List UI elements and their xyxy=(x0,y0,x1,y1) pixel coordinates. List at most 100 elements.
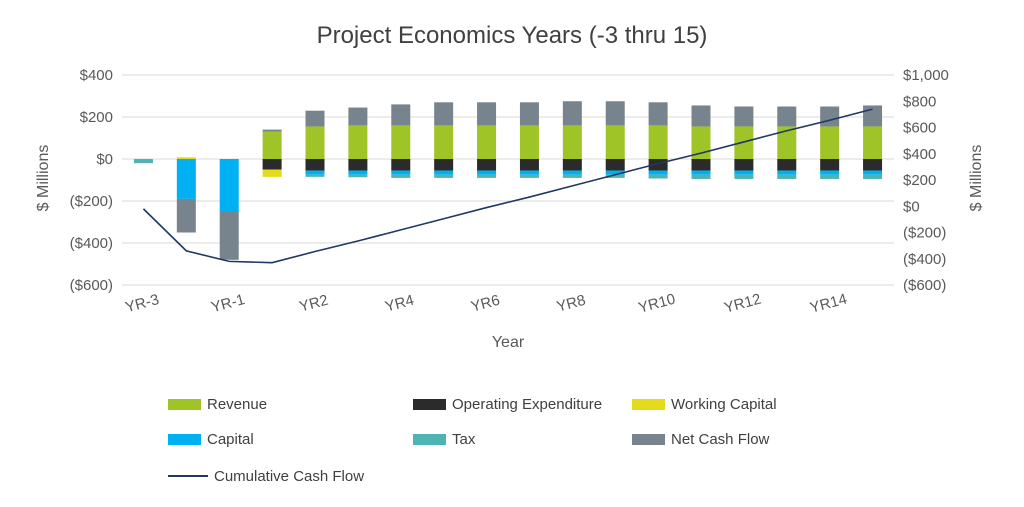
legend-label: Working Capital xyxy=(671,395,777,413)
cumulative-cash-flow-line xyxy=(142,108,873,264)
legend-item-capital: Capital xyxy=(168,430,254,448)
bar-segment-capital xyxy=(562,170,582,175)
bar-segment-net-cash-flow xyxy=(562,101,582,126)
bar-segment-tax xyxy=(863,174,883,179)
bar-segment-tax xyxy=(348,174,368,178)
bar-segment-net-cash-flow xyxy=(348,107,368,126)
bar-segment-revenue xyxy=(863,126,883,159)
chart-title: Project Economics Years (-3 thru 15) xyxy=(316,22,708,49)
bar-segment-revenue xyxy=(262,131,282,159)
legend-color-swatch xyxy=(632,433,665,445)
bar-segment-capital xyxy=(777,170,797,175)
x-axis-tick-label: YR2 xyxy=(298,292,331,316)
bar-segment-net-cash-flow xyxy=(777,106,797,127)
bar-segment-net-cash-flow xyxy=(176,198,196,233)
bar-segment-net-cash-flow xyxy=(477,102,497,126)
bar-segment-net-cash-flow xyxy=(305,110,325,127)
bar-segment-capital xyxy=(434,170,454,175)
bar-segment-tax xyxy=(477,174,497,178)
legend-item-revenue: Revenue xyxy=(168,395,268,413)
x-axis-tick-label: YR10 xyxy=(637,291,678,317)
legend-line-swatch xyxy=(168,475,208,477)
bar-segment-tax xyxy=(305,174,325,177)
bar-segment-capital xyxy=(605,170,625,175)
legend-label: Tax xyxy=(452,430,476,448)
right-axis-tick-label: $200 xyxy=(903,172,936,189)
bar-segment-net-cash-flow xyxy=(820,106,840,127)
right-axis-tick-label: $600 xyxy=(903,120,936,137)
bar-segment-net-cash-flow xyxy=(734,106,754,127)
bar-segment-revenue xyxy=(391,125,411,159)
left-axis-tick-label: ($200) xyxy=(70,193,113,210)
left-axis-tick-label: $200 xyxy=(80,109,113,126)
bar-segment-revenue xyxy=(777,126,797,159)
bar-segment-tax xyxy=(691,174,711,179)
bar-segment-revenue xyxy=(562,125,582,159)
bar-segment-operating-expenditure xyxy=(863,159,883,171)
bar-segment-revenue xyxy=(477,125,497,159)
bar-segment-net-cash-flow xyxy=(863,105,883,127)
legend-label: Capital xyxy=(207,430,254,448)
bar-segment-operating-expenditure xyxy=(562,159,582,171)
bar-segment-net-cash-flow xyxy=(605,101,625,126)
bar-segment-tax xyxy=(434,174,454,178)
right-axis-tick-label: ($600) xyxy=(903,277,946,294)
legend-item-tax: Tax xyxy=(413,430,476,448)
legend-color-swatch xyxy=(632,398,665,410)
legend-label: Revenue xyxy=(207,395,268,413)
legend-item-operating-expenditure: Operating Expenditure xyxy=(413,395,603,413)
legend-item-cumulative-cash-flow: Cumulative Cash Flow xyxy=(168,467,365,485)
legend-color-swatch xyxy=(413,433,446,445)
bar-segment-net-cash-flow xyxy=(434,102,454,126)
bar-segment-operating-expenditure xyxy=(477,159,497,171)
bar-segment-tax xyxy=(734,174,754,179)
bar-segment-net-cash-flow xyxy=(391,104,411,126)
bar-segment-revenue xyxy=(348,125,368,159)
x-axis-tick-label: YR8 xyxy=(555,292,588,316)
bar-segment-tax xyxy=(562,174,582,178)
bar-segment-revenue xyxy=(305,126,325,159)
legend-label: Cumulative Cash Flow xyxy=(214,467,365,485)
bar-segment-revenue xyxy=(820,126,840,159)
legend-color-swatch xyxy=(413,398,446,410)
bar-segment-operating-expenditure xyxy=(820,159,840,171)
bar-segment-revenue xyxy=(648,125,668,159)
bar-segment-capital xyxy=(863,170,883,175)
bar-segment-revenue xyxy=(691,126,711,159)
bar-segment-revenue xyxy=(519,125,539,159)
bar-segment-capital xyxy=(734,170,754,175)
bar-segment-operating-expenditure xyxy=(734,159,754,171)
right-axis-tick-label: ($200) xyxy=(903,225,946,242)
bar-segment-tax xyxy=(133,159,153,164)
bar-segment-net-cash-flow xyxy=(691,105,711,127)
left-axis-tick-label: $0 xyxy=(96,151,113,168)
x-axis-title: Year xyxy=(491,334,525,351)
legend-label: Operating Expenditure xyxy=(452,395,603,413)
x-axis-tick-label: YR-3 xyxy=(124,291,161,316)
x-axis-tick-label: YR-1 xyxy=(209,291,246,316)
legend-color-swatch xyxy=(168,398,201,410)
bar-segment-operating-expenditure xyxy=(691,159,711,171)
bar-segment-tax xyxy=(777,174,797,179)
right-axis-tick-label: $800 xyxy=(903,93,936,110)
bar-segment-capital xyxy=(391,170,411,175)
bar-segment-net-cash-flow xyxy=(219,211,239,260)
bar-segment-tax xyxy=(519,174,539,178)
bar-segment-capital xyxy=(519,170,539,175)
bar-segment-capital xyxy=(219,159,239,212)
bar-segment-operating-expenditure xyxy=(777,159,797,171)
bar-segment-net-cash-flow xyxy=(648,102,668,126)
right-axis-tick-label: $400 xyxy=(903,146,936,163)
x-axis-tick-label: YR12 xyxy=(722,291,763,317)
legend: Revenue Operating Expenditure Working Capi… xyxy=(165,396,895,496)
bar-segment-tax xyxy=(820,174,840,179)
bar-segment-capital xyxy=(348,170,368,175)
x-axis-tick-label: YR14 xyxy=(808,291,849,317)
bar-segment-operating-expenditure xyxy=(348,159,368,171)
left-axis-tick-label: ($600) xyxy=(70,277,113,294)
right-axis-tick-label: $1,000 xyxy=(903,67,949,84)
bar-segment-capital xyxy=(176,159,196,199)
legend-color-swatch xyxy=(168,433,201,445)
bar-segment-net-cash-flow xyxy=(262,129,282,132)
